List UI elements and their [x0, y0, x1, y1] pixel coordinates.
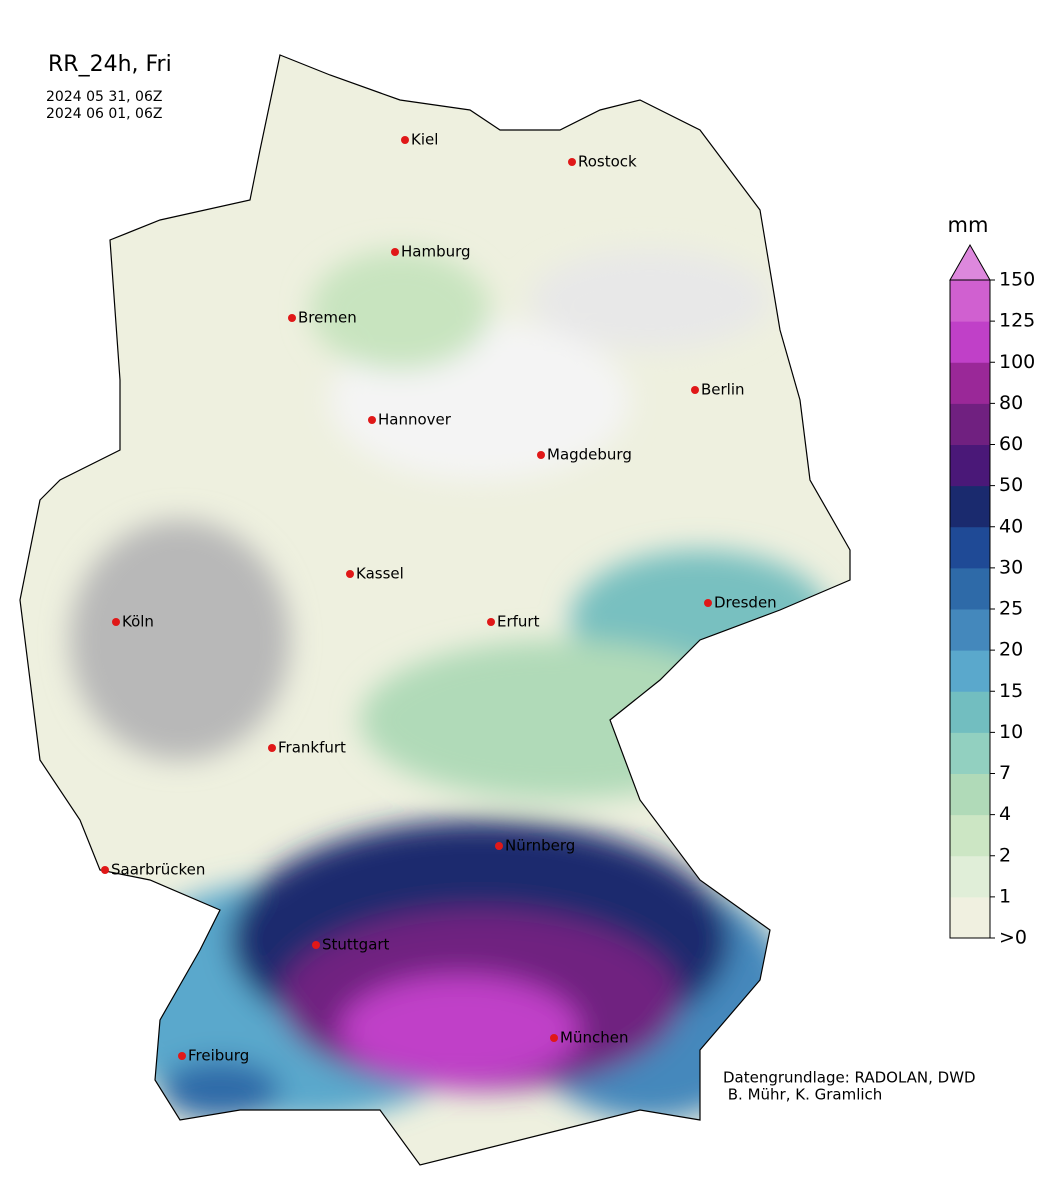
colorbar-label: 30 [999, 556, 1023, 578]
colorbar-label: 2 [999, 844, 1011, 866]
city-marker [495, 842, 503, 850]
colorbar-label: 80 [999, 392, 1023, 414]
colorbar-label: 4 [999, 803, 1011, 825]
city-marker [178, 1052, 186, 1060]
city-marker [568, 158, 576, 166]
colorbar-segment [950, 609, 990, 651]
city-label: Nürnberg [505, 837, 575, 855]
colorbar-segment [950, 526, 990, 569]
city-marker [312, 941, 320, 949]
colorbar-label: 60 [999, 433, 1023, 455]
city-label: Erfurt [497, 613, 540, 631]
city-label: Köln [122, 613, 154, 631]
city-label: Rostock [578, 153, 637, 171]
city-marker [401, 136, 409, 144]
colorbar-label: 7 [999, 762, 1011, 784]
city-marker [101, 866, 109, 874]
colorbar-label: 150 [999, 269, 1035, 291]
colorbar-label: 50 [999, 474, 1023, 496]
city-marker [368, 416, 376, 424]
city-label: Kassel [356, 565, 404, 583]
city-label: Saarbrücken [111, 861, 205, 879]
city-marker [288, 314, 296, 322]
colorbar-segment [950, 567, 990, 610]
city-label: Freiburg [188, 1047, 249, 1065]
colorbar-label: 15 [999, 680, 1023, 702]
date: 2024 06 01, 06Z [46, 106, 162, 122]
date: 2024 05 31, 06Z [46, 89, 162, 105]
city-marker [704, 599, 712, 607]
colorbar-extension [949, 243, 991, 281]
city-marker [537, 451, 545, 459]
credit: B. Mühr, K. Gramlich [723, 1086, 882, 1104]
city-marker [391, 248, 399, 256]
city-label: Hamburg [401, 243, 471, 261]
colorbar-label: 40 [999, 515, 1023, 537]
city-marker [550, 1034, 558, 1042]
city-label: Stuttgart [322, 936, 390, 954]
colorbar-unit: mm [948, 213, 989, 237]
colorbar-label: >0 [999, 927, 1027, 949]
title: RR_24h, Fri [48, 52, 172, 77]
city-label: Hannover [378, 411, 452, 429]
colorbar-segment [950, 485, 990, 528]
city-marker [112, 618, 120, 626]
colorbar-segment [950, 280, 990, 322]
city-label: München [560, 1029, 628, 1047]
colorbar-segment [950, 896, 990, 939]
colorbar-label: 100 [999, 351, 1035, 373]
city-label: Dresden [714, 594, 777, 612]
city-marker [346, 570, 354, 578]
city-marker [691, 386, 699, 394]
city-label: Frankfurt [278, 739, 346, 757]
colorbar-segment [950, 321, 990, 363]
city-marker [487, 618, 495, 626]
colorbar-label: 1 [999, 885, 1011, 907]
colorbar-segment [950, 814, 990, 857]
colorbar-segment [950, 444, 990, 487]
colorbar-segment [950, 773, 990, 816]
city-label: Magdeburg [547, 446, 632, 464]
colorbar-label: 125 [999, 310, 1035, 332]
colorbar-segment [950, 362, 990, 404]
colorbar-segment [950, 691, 990, 733]
city-label: Bremen [298, 309, 357, 327]
colorbar-segment [950, 732, 990, 774]
colorbar-label: 20 [999, 639, 1023, 661]
colorbar-label: 25 [999, 598, 1023, 620]
colorbar-segment [950, 855, 990, 898]
city-label: Kiel [411, 131, 438, 149]
city-label: Berlin [701, 381, 745, 399]
credit: Datengrundlage: RADOLAN, DWD [723, 1069, 976, 1087]
city-marker [268, 744, 276, 752]
colorbar-segment [950, 403, 990, 445]
colorbar-segment [950, 650, 990, 692]
colorbar-label: 10 [999, 721, 1023, 743]
